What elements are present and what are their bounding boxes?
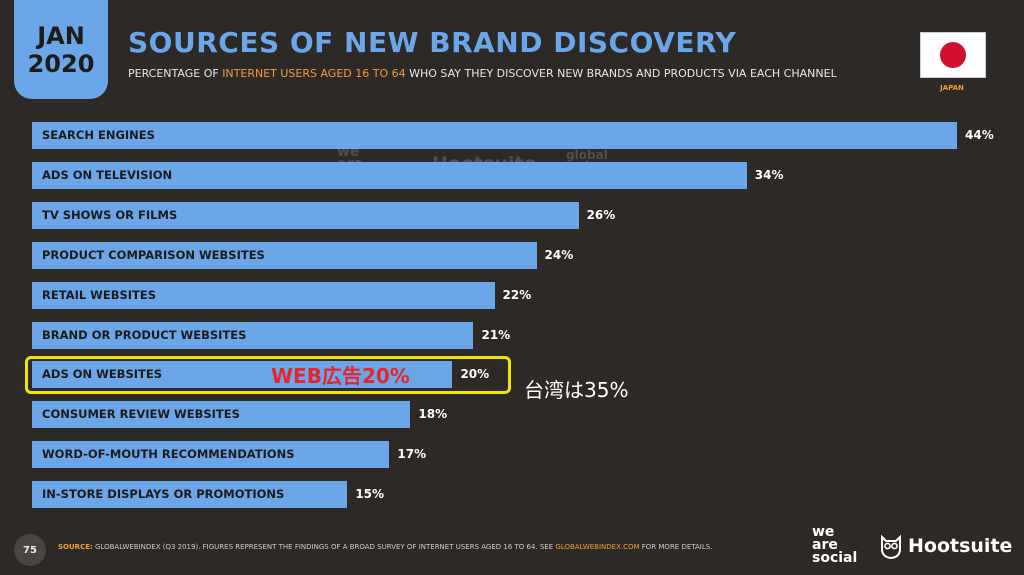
bar-label: SEARCH ENGINES <box>42 128 155 142</box>
source-text: GLOBALWEBINDEX (Q3 2019). FIGURES REPRES… <box>92 543 556 551</box>
flag-sun <box>940 42 966 68</box>
source-note: SOURCE: GLOBALWEBINDEX (Q3 2019). FIGURE… <box>58 543 712 551</box>
bar-value-label: 34% <box>754 167 784 182</box>
bar <box>32 321 474 349</box>
owl-icon <box>881 534 901 559</box>
bar-value-label: 18% <box>418 407 448 422</box>
bar-label: BRAND OR PRODUCT WEBSITES <box>42 327 247 342</box>
bar-label: IN-STORE DISPLAYS OR PROMOTIONS <box>42 487 285 502</box>
japan-flag-icon <box>920 32 986 78</box>
page-subtitle: PERCENTAGE OF INTERNET USERS AGED 16 TO … <box>128 67 837 80</box>
bar-value-label: 22% <box>502 287 532 302</box>
annotation-taiwan: 台湾は35% <box>524 378 629 402</box>
annotation-web-ads: WEB広告20% <box>271 364 410 388</box>
hootsuite-wordmark: Hootsuite <box>908 535 1013 557</box>
bar-label: ADS ON WEBSITES <box>42 367 162 382</box>
country-label: JAPAN <box>940 84 964 92</box>
subtitle-pre: PERCENTAGE OF <box>128 67 223 80</box>
subtitle-post: WHO SAY THEY DISCOVER NEW BRANDS AND PRO… <box>405 67 837 80</box>
source-tail: FOR MORE DETAILS. <box>639 543 713 551</box>
bar-value-label: 21% <box>481 327 511 342</box>
bar-value-label: 26% <box>586 207 616 222</box>
highlight-box <box>25 356 511 394</box>
bar <box>32 441 390 469</box>
bar-label: ADS ON TELEVISION <box>42 167 173 182</box>
bar <box>32 161 747 189</box>
date-month: JAN <box>37 21 85 50</box>
source-link[interactable]: GLOBALWEBINDEX.COM <box>555 543 640 551</box>
bar-value-label: 17% <box>397 447 427 462</box>
bar <box>32 401 411 429</box>
bar <box>32 122 957 149</box>
page-title: SOURCES OF NEW BRAND DISCOVERY <box>128 26 737 59</box>
date-badge: JAN 2020 <box>14 0 108 99</box>
bar <box>32 481 348 509</box>
source-label: SOURCE: <box>58 543 93 551</box>
bar-value-label: 44% <box>965 128 994 142</box>
subtitle-highlight: INTERNET USERS AGED 16 TO 64 <box>222 67 406 80</box>
bar <box>32 241 537 269</box>
bar <box>32 361 453 389</box>
bar <box>32 201 579 229</box>
bar <box>32 281 495 309</box>
bar-value-label: 15% <box>355 487 385 502</box>
date-year: 2020 <box>27 49 95 78</box>
bar-label: WORD-OF-MOUTH RECOMMENDATIONS <box>42 447 295 462</box>
bar-label: TV SHOWS OR FILMS <box>42 207 178 222</box>
bar-value-label: 20% <box>460 367 490 382</box>
page-number: 75 <box>14 534 46 566</box>
bar-label: PRODUCT COMPARISON WEBSITES <box>42 247 265 262</box>
bar-label: CONSUMER REVIEW WEBSITES <box>42 407 240 422</box>
bar-value-label: 24% <box>544 247 574 262</box>
bar-label: RETAIL WEBSITES <box>42 287 157 302</box>
hootsuite-logo: Hootsuite <box>880 533 1012 559</box>
we-are-social-logo: we are social <box>812 524 858 566</box>
